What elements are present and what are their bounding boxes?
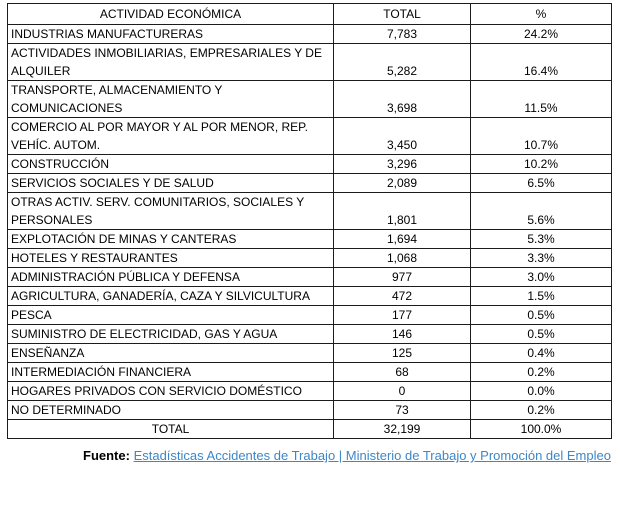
cell-actividad: CONSTRUCCIÓN	[7, 154, 334, 174]
source-note: Fuente: Estadísticas Accidentes de Traba…	[83, 444, 613, 468]
cell-percent: 0.5%	[470, 305, 612, 325]
header-row: ACTIVIDAD ECONÓMICA TOTAL %	[7, 3, 612, 25]
header-actividad-economica: ACTIVIDAD ECONÓMICA	[7, 3, 334, 25]
cell-total: 146	[333, 324, 471, 344]
cell-actividad: INDUSTRIAS MANUFACTURERAS	[7, 24, 334, 44]
cell-total: 32,199	[333, 419, 471, 439]
cell-total: 68	[333, 362, 471, 382]
table-row: NO DETERMINADO 73 0.2%	[7, 400, 612, 420]
cell-percent: 3.3%	[470, 248, 612, 268]
cell-total: 1,068	[333, 248, 471, 268]
table-row: HOGARES PRIVADOS CON SERVICIO DOMÉSTICO 0…	[7, 381, 612, 401]
cell-percent: 24.2%	[470, 24, 612, 44]
table-row: ACTIVIDADES INMOBILIARIAS, EMPRESARIALES…	[7, 43, 612, 81]
cell-total: 3,450	[333, 117, 471, 155]
table-row: COMERCIO AL POR MAYOR Y AL POR MENOR, RE…	[7, 117, 612, 155]
cell-actividad: OTRAS ACTIV. SERV. COMUNITARIOS, SOCIALE…	[7, 192, 334, 230]
cell-total: 73	[333, 400, 471, 420]
table-row: ENSEÑANZA 125 0.4%	[7, 343, 612, 363]
cell-actividad: SUMINISTRO DE ELECTRICIDAD, GAS Y AGUA	[7, 324, 334, 344]
cell-percent: 100.0%	[470, 419, 612, 439]
cell-total: 0	[333, 381, 471, 401]
cell-percent: 0.4%	[470, 343, 612, 363]
source-link[interactable]: Estadísticas Accidentes de Trabajo | Min…	[133, 448, 611, 463]
header-percent: %	[470, 3, 612, 25]
total-row: TOTAL 32,199 100.0%	[7, 419, 612, 439]
cell-percent: 3.0%	[470, 267, 612, 287]
table-row: OTRAS ACTIV. SERV. COMUNITARIOS, SOCIALE…	[7, 192, 612, 230]
cell-percent: 0.0%	[470, 381, 612, 401]
cell-actividad: TRANSPORTE, ALMACENAMIENTO Y COMUNICACIO…	[7, 80, 334, 118]
cell-total: 472	[333, 286, 471, 306]
cell-percent: 10.2%	[470, 154, 612, 174]
cell-actividad: NO DETERMINADO	[7, 400, 334, 420]
cell-total: 977	[333, 267, 471, 287]
cell-actividad: INTERMEDIACIÓN FINANCIERA	[7, 362, 334, 382]
table-row: EXPLOTACIÓN DE MINAS Y CANTERAS 1,694 5.3%	[7, 229, 612, 249]
cell-actividad: COMERCIO AL POR MAYOR Y AL POR MENOR, RE…	[7, 117, 334, 155]
table-row: SERVICIOS SOCIALES Y DE SALUD 2,089 6.5%	[7, 173, 612, 193]
cell-actividad: TOTAL	[7, 419, 334, 439]
cell-total: 1,694	[333, 229, 471, 249]
cell-percent: 0.2%	[470, 362, 612, 382]
table-row: PESCA 177 0.5%	[7, 305, 612, 325]
cell-percent: 6.5%	[470, 173, 612, 193]
cell-total: 1,801	[333, 192, 471, 230]
table-row: INDUSTRIAS MANUFACTURERAS 7,783 24.2%	[7, 24, 612, 44]
cell-total: 177	[333, 305, 471, 325]
cell-percent: 0.2%	[470, 400, 612, 420]
table-row: AGRICULTURA, GANADERÍA, CAZA Y SILVICULT…	[7, 286, 612, 306]
cell-percent: 5.3%	[470, 229, 612, 249]
cell-actividad: EXPLOTACIÓN DE MINAS Y CANTERAS	[7, 229, 334, 249]
document-page: ACTIVIDAD ECONÓMICA TOTAL % INDUSTRIAS M…	[7, 3, 613, 468]
cell-total: 3,296	[333, 154, 471, 174]
table-row: TRANSPORTE, ALMACENAMIENTO Y COMUNICACIO…	[7, 80, 612, 118]
cell-total: 125	[333, 343, 471, 363]
table-row: CONSTRUCCIÓN 3,296 10.2%	[7, 154, 612, 174]
cell-actividad: ACTIVIDADES INMOBILIARIAS, EMPRESARIALES…	[7, 43, 334, 81]
cell-actividad: HOTELES Y RESTAURANTES	[7, 248, 334, 268]
cell-total: 2,089	[333, 173, 471, 193]
cell-total: 7,783	[333, 24, 471, 44]
cell-actividad: ENSEÑANZA	[7, 343, 334, 363]
table-row: SUMINISTRO DE ELECTRICIDAD, GAS Y AGUA 14…	[7, 324, 612, 344]
table-row: ADMINISTRACIÓN PÚBLICA Y DEFENSA 977 3.0%	[7, 267, 612, 287]
cell-total: 5,282	[333, 43, 471, 81]
table-row: INTERMEDIACIÓN FINANCIERA 68 0.2%	[7, 362, 612, 382]
header-total: TOTAL	[333, 3, 471, 25]
cell-percent: 5.6%	[470, 192, 612, 230]
cell-actividad: SERVICIOS SOCIALES Y DE SALUD	[7, 173, 334, 193]
table-row: HOTELES Y RESTAURANTES 1,068 3.3%	[7, 248, 612, 268]
cell-actividad: PESCA	[7, 305, 334, 325]
cell-actividad: AGRICULTURA, GANADERÍA, CAZA Y SILVICULT…	[7, 286, 334, 306]
table-body: INDUSTRIAS MANUFACTURERAS 7,783 24.2% ACTIV…	[7, 24, 612, 439]
cell-percent: 1.5%	[470, 286, 612, 306]
cell-percent: 0.5%	[470, 324, 612, 344]
cell-percent: 16.4%	[470, 43, 612, 81]
cell-actividad: HOGARES PRIVADOS CON SERVICIO DOMÉSTICO	[7, 381, 334, 401]
accidents-by-activity-table: ACTIVIDAD ECONÓMICA TOTAL % INDUSTRIAS M…	[7, 3, 612, 439]
cell-actividad: ADMINISTRACIÓN PÚBLICA Y DEFENSA	[7, 267, 334, 287]
cell-total: 3,698	[333, 80, 471, 118]
source-label: Fuente:	[83, 448, 134, 463]
cell-percent: 11.5%	[470, 80, 612, 118]
cell-percent: 10.7%	[470, 117, 612, 155]
